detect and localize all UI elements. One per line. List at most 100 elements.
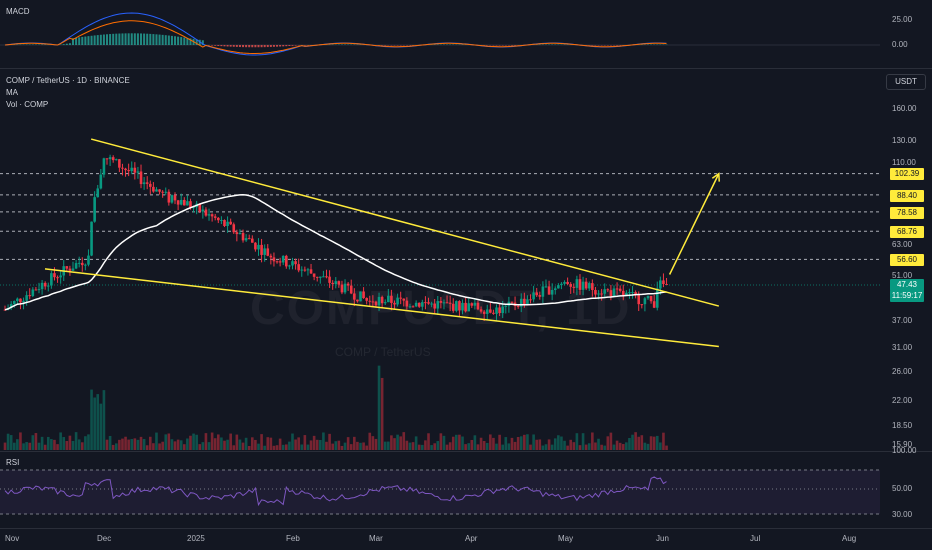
candle-body	[80, 262, 84, 266]
macd-histogram-bar	[118, 33, 121, 45]
candle-body	[325, 276, 328, 278]
volume-bar	[232, 445, 236, 450]
candle-body	[557, 285, 560, 289]
volume-bar	[606, 436, 610, 450]
candle-body	[232, 224, 236, 233]
pane-divider[interactable]	[0, 68, 932, 69]
price-pane[interactable]: COMPUSDT, 1D COMP / TetherUS COMP / Teth…	[0, 69, 932, 451]
macd-histogram-bar	[109, 34, 112, 45]
candle-body	[241, 233, 245, 241]
volume-bar	[142, 438, 146, 450]
volume-bar	[28, 442, 32, 450]
candle-body	[96, 188, 100, 198]
candle-body	[158, 189, 161, 192]
macd-line	[4, 12, 667, 56]
volume-bar	[451, 436, 455, 450]
candle-body	[309, 269, 313, 274]
volume-bar	[368, 432, 372, 450]
volume-bar	[12, 442, 16, 450]
candle-body	[139, 171, 143, 185]
volume-bar	[461, 436, 464, 450]
volume-bar	[312, 435, 316, 450]
macd-histogram-bar	[177, 36, 180, 45]
projection-arrow-head	[711, 172, 720, 182]
volume-bar	[65, 440, 69, 450]
macd-histogram-bar	[93, 35, 96, 45]
volume-bar	[244, 437, 248, 450]
macd-histogram-bar	[161, 34, 164, 45]
macd-histogram-bar	[257, 45, 260, 48]
candle-body	[377, 296, 381, 306]
time-axis-tick: Mar	[369, 534, 383, 543]
price-chart[interactable]	[0, 69, 880, 451]
currency-button[interactable]: USDT	[886, 74, 926, 90]
candle-body	[278, 261, 282, 263]
macd-histogram-bar	[276, 45, 279, 47]
volume-bar	[464, 444, 467, 450]
candle-body	[553, 288, 557, 290]
volume-bar	[266, 437, 270, 450]
volume-bar	[288, 441, 291, 450]
candle-body	[411, 306, 415, 308]
candle-body	[9, 304, 13, 308]
volume-bar	[448, 442, 452, 450]
volume-bar	[399, 436, 402, 450]
volume-bar	[77, 439, 81, 450]
price-axis-tick: 51.00	[892, 271, 913, 280]
candle-body	[251, 238, 254, 243]
rsi-label[interactable]: RSI	[6, 458, 20, 467]
time-axis-tick: Nov	[5, 534, 20, 543]
candle-body	[50, 273, 53, 286]
candle-body	[198, 203, 202, 212]
volume-bar	[328, 433, 331, 450]
pane-divider[interactable]	[0, 451, 932, 452]
macd-histogram-bar	[198, 39, 201, 45]
price-axis-tick: 18.50	[892, 421, 913, 430]
candle-body	[294, 261, 297, 265]
volume-bar	[529, 444, 532, 450]
candle-body	[448, 302, 452, 304]
macd-histogram-bar	[183, 37, 186, 45]
candle-body	[226, 221, 229, 227]
candle-body	[544, 286, 548, 288]
candle-body	[368, 300, 372, 302]
macd-histogram-bar	[220, 45, 223, 47]
candle-body	[662, 280, 665, 285]
rsi-pane[interactable]: RSI	[0, 452, 932, 528]
volume-bar	[390, 435, 393, 450]
volume-bar	[578, 445, 582, 450]
macd-histogram-bar	[130, 33, 133, 45]
volume-bar	[430, 445, 433, 450]
volume-bar	[628, 437, 631, 450]
macd-histogram-bar	[195, 39, 198, 45]
volume-bar	[170, 439, 174, 450]
candle-body	[46, 285, 50, 287]
macd-histogram-bar	[189, 38, 192, 45]
volume-indicator-label[interactable]: Vol · COMP	[6, 100, 49, 109]
volume-bar	[609, 432, 613, 450]
volume-bar	[498, 434, 501, 450]
volume-bar	[424, 440, 427, 450]
volume-bar	[535, 439, 539, 450]
candle-body	[340, 284, 344, 293]
candle-body	[516, 305, 520, 307]
price-axis-tick: 22.00	[892, 396, 913, 405]
candle-body	[99, 174, 103, 189]
candle-body	[603, 289, 607, 294]
volume-bar	[637, 436, 641, 450]
chart-title[interactable]: COMP / TetherUS · 1D · BINANCE	[6, 76, 130, 85]
volume-bar	[263, 445, 266, 450]
volume-bar	[489, 434, 492, 450]
volume-bar	[198, 444, 202, 450]
volume-bar	[646, 443, 650, 450]
volume-bar	[251, 437, 254, 450]
macd-histogram-bar	[288, 45, 291, 47]
macd-histogram-bar	[217, 45, 220, 46]
macd-histogram-bar	[294, 45, 297, 46]
price-axis-tick: 15.90	[892, 440, 913, 449]
symbol-watermark-sub: COMP / TetherUS	[335, 345, 431, 359]
volume-bar	[337, 440, 341, 450]
ma-indicator-label[interactable]: MA	[6, 88, 18, 97]
macd-histogram-bar	[81, 36, 84, 45]
volume-bar	[458, 434, 461, 450]
